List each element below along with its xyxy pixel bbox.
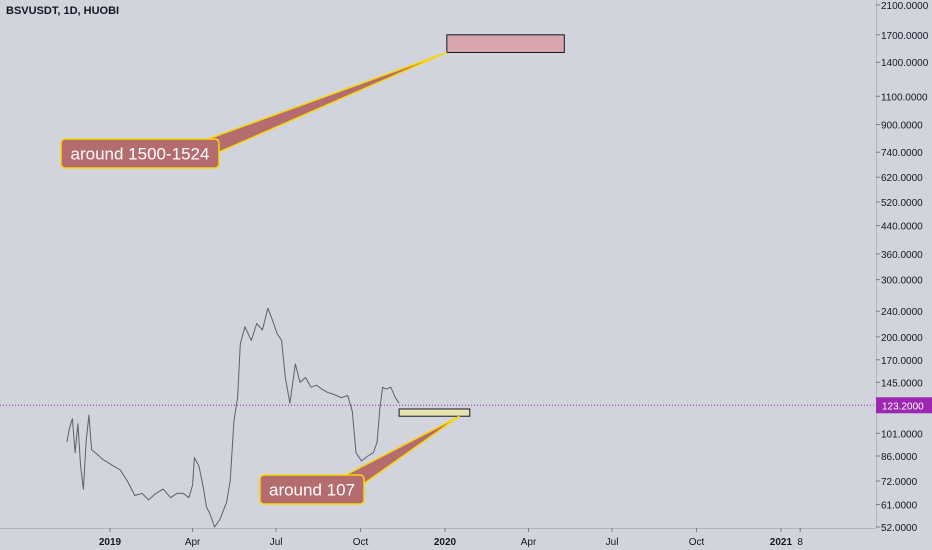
y-tick-label: 1700.0000 xyxy=(881,31,929,42)
y-tick-label: 1400.0000 xyxy=(881,58,929,69)
current-price-marker xyxy=(876,397,932,414)
price-series-line xyxy=(66,307,400,528)
y-tick-label: 620.0000 xyxy=(881,173,923,184)
x-tick-label: Oct xyxy=(689,537,705,548)
y-tick-label: 520.0000 xyxy=(881,198,923,209)
x-tick-label: 2020 xyxy=(434,537,457,548)
target-zone-upper xyxy=(446,34,565,53)
x-tick-label: Jul xyxy=(606,537,619,548)
y-tick-label: 2100.0000 xyxy=(881,1,929,12)
x-tick-label: Apr xyxy=(521,537,537,548)
y-tick-label: 240.0000 xyxy=(881,307,923,318)
y-tick-label: 1100.0000 xyxy=(881,92,928,103)
y-tick-label: 900.0000 xyxy=(881,121,923,132)
current-price-label: 123.2000 xyxy=(882,401,924,412)
callout-text: around 1500-1524 xyxy=(71,145,210,164)
y-tick-label: 86.0000 xyxy=(881,452,918,463)
y-tick-label: 145.0000 xyxy=(881,378,923,389)
callout-box xyxy=(60,138,220,169)
callout-text: around 107 xyxy=(269,481,355,500)
x-tick-label: 8 xyxy=(797,537,803,548)
y-tick-label: 101.0000 xyxy=(881,429,923,440)
y-tick-label: 440.0000 xyxy=(881,222,923,233)
y-tick-label: 740.0000 xyxy=(881,148,923,159)
y-tick-label: 52.0000 xyxy=(881,523,918,534)
x-tick-label: Jul xyxy=(270,537,283,548)
x-tick-label: Oct xyxy=(353,537,369,548)
callout-pointer xyxy=(192,51,448,157)
x-tick-label: 2021 xyxy=(770,537,793,548)
price-scale-panel xyxy=(876,0,932,550)
x-tick-label: Apr xyxy=(185,537,201,548)
x-tick-label: 2019 xyxy=(99,537,122,548)
target-zone-lower xyxy=(398,408,471,417)
y-tick-label: 300.0000 xyxy=(881,276,923,287)
y-tick-label: 170.0000 xyxy=(881,356,923,367)
y-tick-label: 200.0000 xyxy=(881,333,923,344)
y-tick-label: 360.0000 xyxy=(881,250,923,261)
symbol-label: BSVUSDT, 1D, HUOBI xyxy=(6,5,120,17)
callout-box xyxy=(259,474,365,505)
y-tick-label: 72.0000 xyxy=(881,477,918,488)
y-tick-label: 61.0000 xyxy=(881,500,918,511)
